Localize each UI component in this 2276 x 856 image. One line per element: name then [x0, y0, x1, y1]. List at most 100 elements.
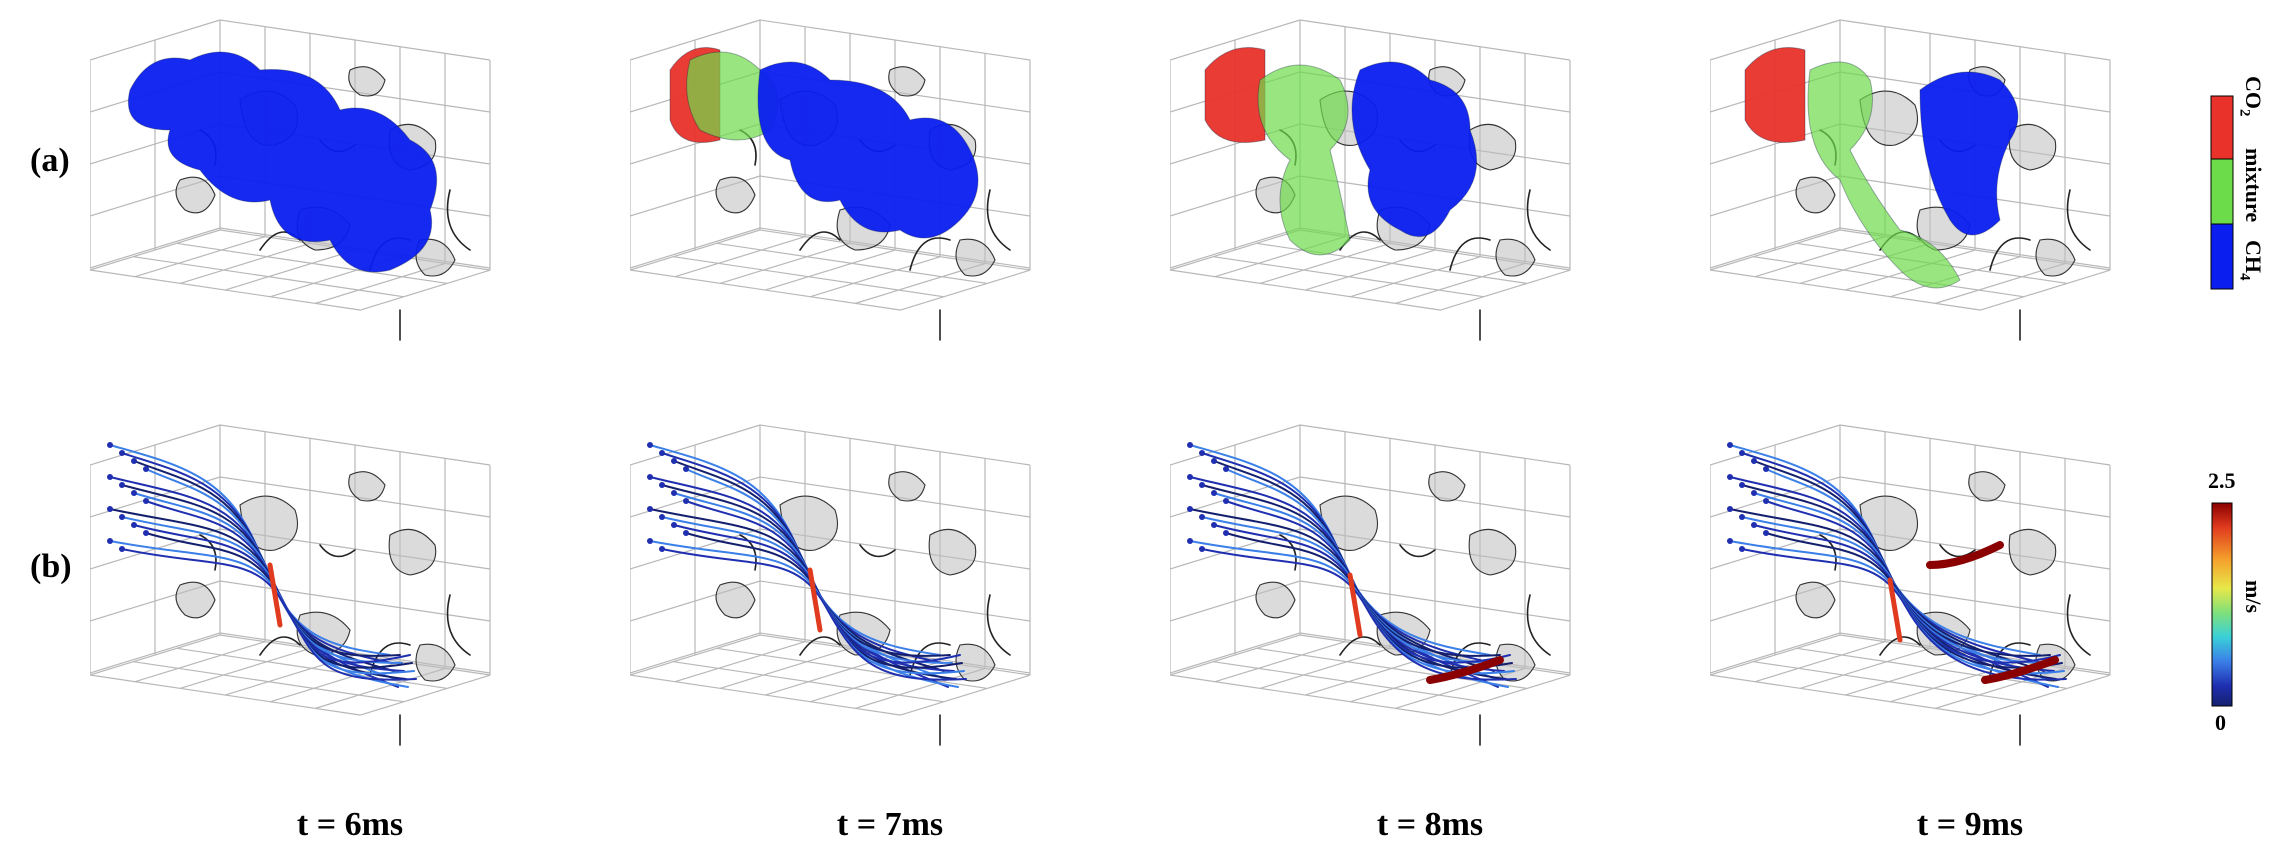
ridge-3: [1939, 544, 1976, 558]
mixture-region-1: [1807, 61, 1961, 289]
panel-b-9ms: [1710, 424, 2111, 746]
seed-point-6: [1751, 490, 1757, 496]
box-grid: [630, 424, 1031, 716]
seed-point-7: [1223, 498, 1229, 504]
velocity-gradient-bar: [2211, 502, 2233, 707]
solid-grain-5: [348, 471, 386, 502]
seed-point-7: [683, 498, 689, 504]
seed-point-9: [1199, 514, 1205, 520]
ridge-3: [319, 544, 356, 558]
seed-point-7: [143, 498, 149, 504]
solid-grain-4: [1795, 176, 1836, 214]
panel-a-7ms: [630, 19, 1031, 341]
seed-point-5: [119, 482, 125, 488]
solid-grain-4: [1795, 581, 1836, 619]
seed-point-3: [683, 466, 689, 472]
seed-point-8: [107, 506, 113, 512]
seed-point-3: [1223, 466, 1229, 472]
velocity-colorbar-min: 0: [2215, 710, 2226, 735]
seed-point-10: [1751, 522, 1757, 528]
solid-grain-1: [388, 528, 437, 576]
seed-point-10: [671, 522, 677, 528]
solid-grain-4: [175, 581, 216, 619]
solid-grain-3: [415, 238, 456, 277]
seed-point-4: [107, 474, 113, 480]
ch4-region-2: [1351, 61, 1478, 238]
solid-grain-5: [888, 66, 926, 97]
seed-point-1: [1199, 450, 1205, 456]
seed-point-10: [131, 522, 137, 528]
seed-point-13: [659, 546, 665, 552]
seed-point-1: [119, 450, 125, 456]
time-label-9ms: t = 9ms: [1916, 806, 2024, 843]
panel-b-8ms: [1170, 424, 1571, 746]
seed-point-3: [1763, 466, 1769, 472]
ch4-region-0: [128, 51, 438, 273]
solid-grain-1: [2008, 123, 2057, 171]
seed-point-7: [1763, 498, 1769, 504]
streamline-12: [649, 540, 965, 675]
seed-point-9: [119, 514, 125, 520]
seed-point-4: [1187, 474, 1193, 480]
seed-point-5: [1199, 482, 1205, 488]
hot-streak-1: [1347, 572, 1363, 638]
ch4-region-2: [1919, 71, 2019, 236]
solid-matrix: [715, 471, 996, 682]
solid-grain-4: [175, 176, 216, 214]
seed-point-11: [1763, 530, 1769, 536]
seed-point-12: [1187, 538, 1193, 544]
streamlines: [1187, 442, 1517, 688]
ridge-1: [1989, 237, 2031, 271]
high-velocity-zone: [1347, 572, 1504, 684]
seed-point-2: [671, 458, 677, 464]
colorbar-mixture-swatch: [2210, 158, 2234, 225]
solid-grain-3: [955, 238, 996, 277]
ridge-1: [1449, 237, 1491, 271]
solid-grain-4: [715, 581, 756, 619]
seed-point-11: [143, 530, 149, 536]
seed-point-6: [1211, 490, 1217, 496]
seed-point-13: [119, 546, 125, 552]
ridge-3: [859, 544, 896, 558]
velocity-unit-label: m/s: [2241, 580, 2266, 613]
ridge-0: [1339, 636, 1381, 656]
species-plumes: [1744, 47, 2019, 289]
seed-point-9: [659, 514, 665, 520]
streamline-13: [121, 548, 417, 681]
seed-point-5: [659, 482, 665, 488]
co2-region-0: [1204, 47, 1266, 143]
co2-region-0: [1744, 47, 1806, 143]
ridge-2: [2066, 189, 2091, 251]
ridge-2: [986, 594, 1011, 656]
species-plumes: [1204, 47, 1478, 256]
high-velocity-zone: [267, 562, 283, 628]
solid-grain-5: [1968, 471, 2006, 502]
seed-point-13: [1739, 546, 1745, 552]
solid-grain-5: [348, 66, 386, 97]
species-colorbar: [2210, 95, 2234, 290]
colorbar-co2-swatch: [2210, 95, 2234, 160]
solid-grain-1: [928, 528, 977, 576]
row-label-b: (b): [30, 548, 72, 585]
ridge-2: [446, 189, 471, 251]
solid-matrix: [175, 471, 456, 682]
row-label-a: (a): [30, 142, 70, 179]
panel-a-9ms: [1710, 19, 2111, 341]
seed-point-10: [1211, 522, 1217, 528]
time-label-7ms: t = 7ms: [836, 806, 944, 843]
seed-point-4: [1727, 474, 1733, 480]
solid-grain-3: [415, 643, 456, 682]
seed-point-0: [1727, 442, 1733, 448]
solid-grain-3: [1495, 238, 1536, 277]
hot-streak-2: [1426, 656, 1504, 684]
colorbar-ch4-swatch: [2210, 223, 2234, 290]
ridge-2: [446, 594, 471, 656]
seed-point-12: [647, 538, 653, 544]
ch4-region-2: [757, 61, 979, 239]
solid-grain-4: [715, 176, 756, 214]
panel-a-6ms: [90, 19, 491, 341]
ridge-0: [799, 636, 841, 656]
seed-point-12: [1727, 538, 1733, 544]
time-label-6ms: t = 6ms: [296, 806, 404, 843]
solid-grain-4: [1255, 581, 1296, 619]
